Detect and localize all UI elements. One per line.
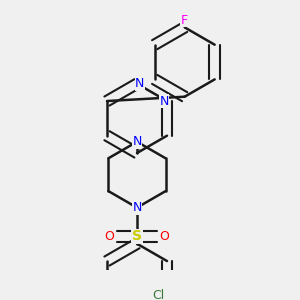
Text: N: N <box>159 94 169 107</box>
Text: O: O <box>160 230 170 243</box>
Text: Cl: Cl <box>152 289 164 300</box>
Text: N: N <box>132 135 142 148</box>
Text: F: F <box>181 14 188 27</box>
Text: S: S <box>132 230 142 244</box>
Text: O: O <box>105 230 115 243</box>
Text: N: N <box>135 77 145 90</box>
Text: N: N <box>132 201 142 214</box>
